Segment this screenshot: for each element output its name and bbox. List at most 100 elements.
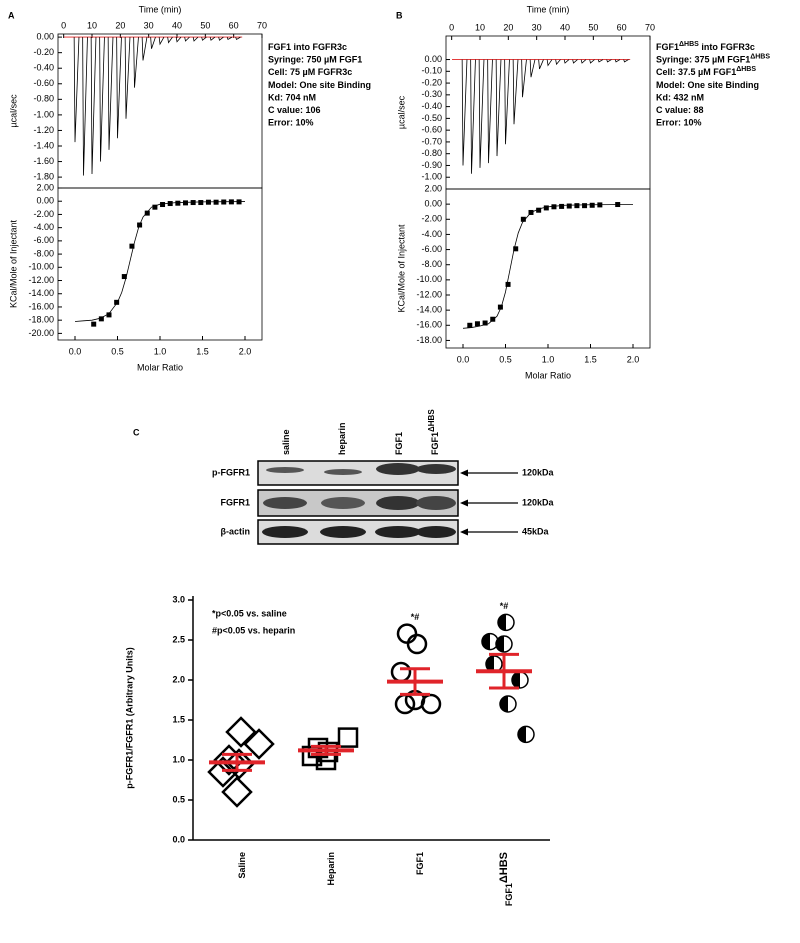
y-tick-label: 0.5 <box>172 794 185 804</box>
y-tick-label: -16.00 <box>416 320 442 330</box>
data-point <box>481 632 499 651</box>
category-name: FGF1 <box>504 883 514 906</box>
injection-peak <box>133 37 139 88</box>
marker-half <box>496 636 504 652</box>
plot-frame <box>57 33 263 189</box>
data-point <box>106 312 112 318</box>
text-segment: into FGFR3c <box>699 42 755 52</box>
x-tick-label: 60 <box>617 22 627 32</box>
y-tick-label: -0.20 <box>421 77 442 87</box>
data-point <box>223 748 255 780</box>
y-tick-label: -0.20 <box>33 47 54 57</box>
y-tick-label: -1.00 <box>421 172 442 182</box>
y-tick-label: -0.40 <box>421 101 442 111</box>
injection-peak <box>235 36 241 41</box>
annotation: Error: 10% <box>656 118 702 128</box>
superscript: ΔHBS <box>736 67 756 74</box>
data-point <box>207 756 239 788</box>
annotation: FGF1ΔHBS into FGFR3c <box>656 41 755 52</box>
injection-peak <box>512 59 519 125</box>
y-tick-label: -0.40 <box>33 63 54 73</box>
superscript: ΔHBS <box>679 41 699 48</box>
stat-note: #p<0.05 vs. heparin <box>212 625 295 635</box>
injection-peak <box>218 36 224 41</box>
x-tick-label: 40 <box>172 20 182 30</box>
y-tick-label: -16.00 <box>28 301 54 311</box>
significance-mark: *# <box>500 601 509 611</box>
injection-peak <box>563 59 570 64</box>
injection-peak <box>158 36 165 46</box>
marker-half <box>498 614 506 631</box>
blot-band <box>263 497 307 509</box>
data-point <box>536 207 542 213</box>
injection-peak <box>73 37 80 143</box>
y-tick-label: -10.00 <box>28 262 54 272</box>
data-point <box>228 199 234 205</box>
y-tick-label: -0.70 <box>421 136 442 146</box>
annotation: FGF1 into FGFR3c <box>268 42 347 52</box>
injection-peak <box>209 36 216 41</box>
injection-peak <box>555 59 561 66</box>
panel-label: B <box>396 10 403 20</box>
y-tick-label: -12.00 <box>416 289 442 299</box>
x-tick-label: 1.5 <box>196 346 209 356</box>
superscript: ΔHBS <box>427 409 436 432</box>
y-tick-label: -0.90 <box>421 160 442 170</box>
x-tick-label: 0 <box>61 20 66 30</box>
fit-curve <box>74 201 246 322</box>
x-tick-label: 1.0 <box>542 354 555 364</box>
y-tick-label: -1.80 <box>33 171 54 181</box>
data-point <box>213 199 219 205</box>
data-point <box>129 243 135 249</box>
text-segment: Kd: 704 nM <box>268 93 316 103</box>
x-tick-label: 70 <box>257 20 267 30</box>
size-label: 45kDa <box>522 526 550 536</box>
injection-peak <box>461 59 468 166</box>
annotation: Cell: 37.5 µM FGF1ΔHBS <box>656 67 756 78</box>
y-tick-label: -1.40 <box>33 140 54 150</box>
blot-band <box>321 497 365 509</box>
annotation: Kd: 704 nM <box>268 93 316 103</box>
y-tick-label: -2.00 <box>421 214 442 224</box>
injection-peak <box>529 59 536 78</box>
y-tick-label: -4.00 <box>33 222 54 232</box>
data-point <box>394 693 416 715</box>
data-point <box>482 320 488 326</box>
text-segment: Syringe: 750 µM FGF1 <box>268 55 362 65</box>
text-segment: FGF1 into FGFR3c <box>268 42 347 52</box>
data-point <box>221 199 227 205</box>
y-tick-label: -8.00 <box>33 248 54 258</box>
blot-band <box>416 464 456 474</box>
text-segment: Cell: 75 µM FGFR3c <box>268 68 352 78</box>
category-name: FGF1 <box>415 852 425 875</box>
arrow-head <box>460 469 468 477</box>
injection-peak <box>521 59 527 98</box>
lane-label: FGF1ΔHBS <box>427 409 441 455</box>
x-tick-label: FGF1 <box>415 852 425 875</box>
data-point <box>517 725 535 744</box>
y-tick-label: -0.80 <box>33 94 54 104</box>
x-tick-label: 40 <box>560 22 570 32</box>
marker-half <box>500 696 508 712</box>
fit-curve <box>462 204 634 329</box>
y-tick-label: 0.00 <box>424 199 442 209</box>
annotation: Syringe: 375 µM FGF1ΔHBS <box>656 54 770 65</box>
x-tick-label: Heparin <box>326 852 336 886</box>
text-segment: FGF1 <box>656 42 679 52</box>
blot-band <box>376 496 420 510</box>
injection-peak <box>167 36 173 44</box>
injection-peak <box>623 59 629 63</box>
y-tick-label: 2.5 <box>172 634 185 644</box>
text-segment: Syringe: 375 µM FGF1 <box>656 55 750 65</box>
category-name: Saline <box>237 852 247 879</box>
y-tick-label: 2.0 <box>172 674 185 684</box>
data-point <box>144 210 150 216</box>
data-point <box>474 321 480 327</box>
injection-peak <box>201 36 207 41</box>
data-point <box>520 216 526 222</box>
y-tick-label: -0.30 <box>421 89 442 99</box>
x-tick-label: 50 <box>200 20 210 30</box>
y-tick-label: -14.00 <box>28 288 54 298</box>
injection-peak <box>90 37 97 175</box>
x-tick-label: 0.0 <box>457 354 470 364</box>
